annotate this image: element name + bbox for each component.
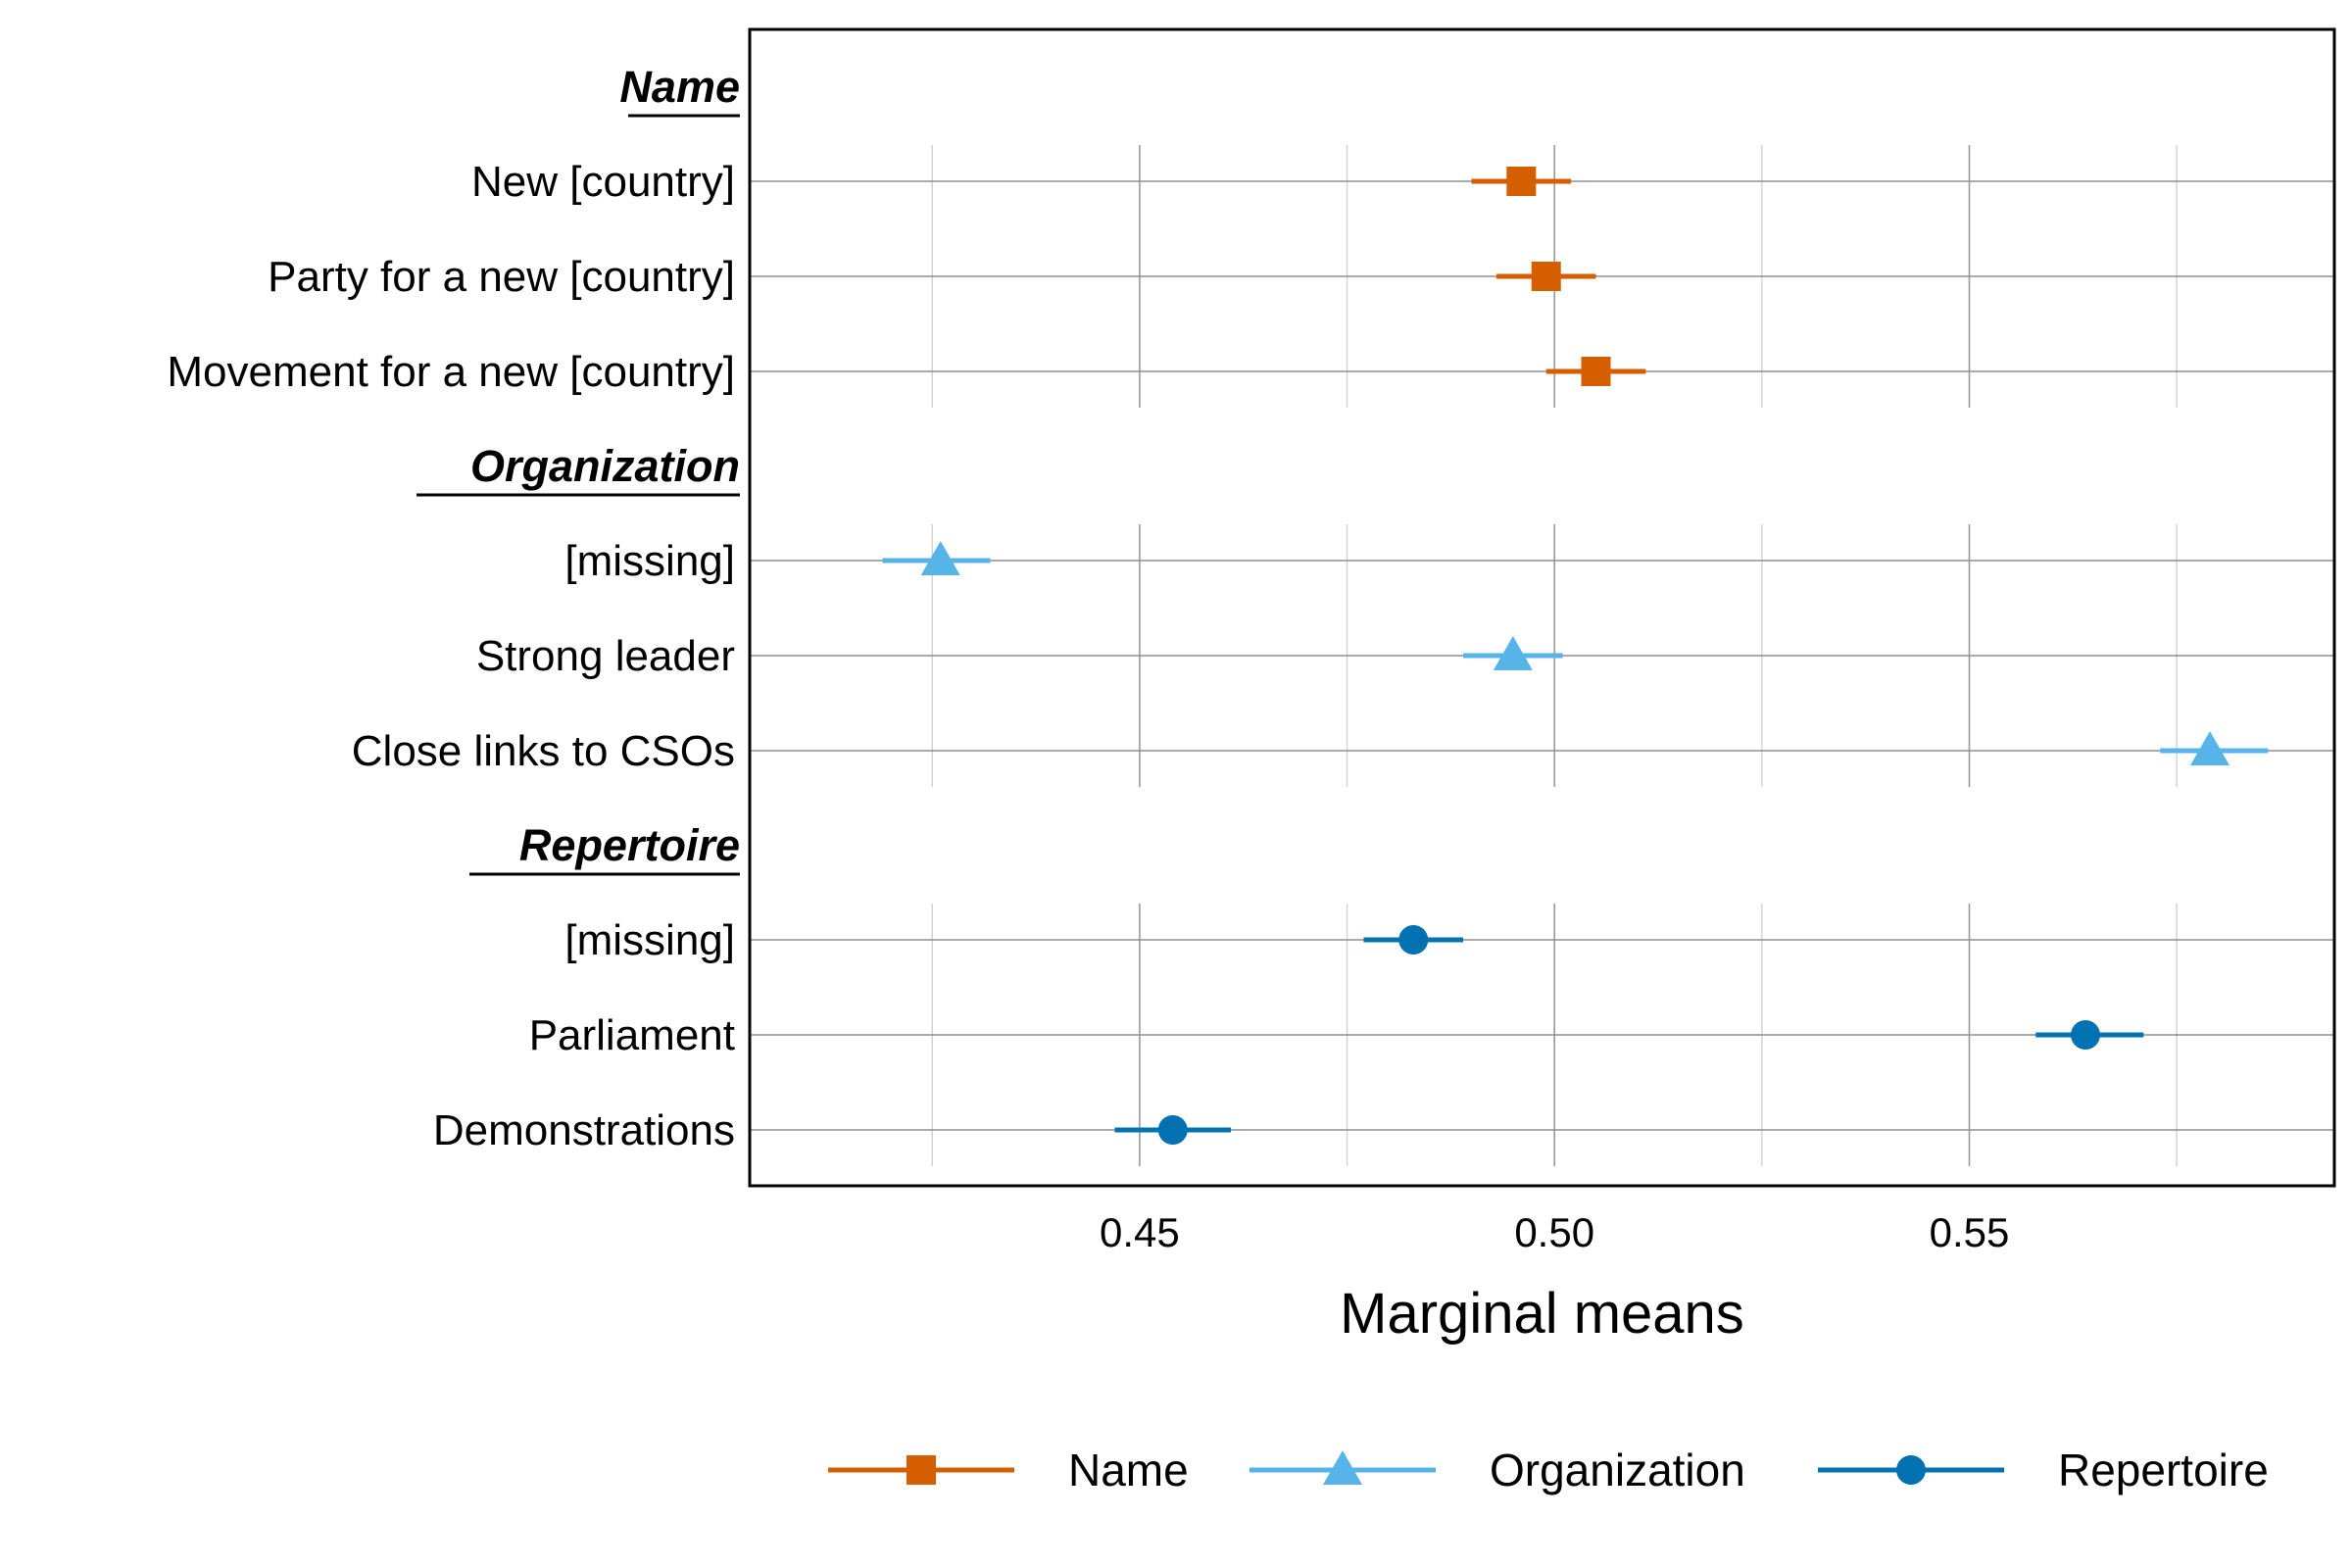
x-tick-label: 0.55 [1930,1209,2010,1255]
point-triangle [1493,636,1533,670]
point-circle [1157,1115,1188,1145]
legend-label-organization: Organization [1490,1445,1745,1495]
point-triangle [2190,731,2230,765]
row-label: [missing] [564,916,735,964]
point-square [1581,357,1611,386]
row-labels: Name New [country] Party for a new [countr… [167,62,740,1154]
group-label-repertoire: Repertoire [519,820,740,870]
legend: Name Organization Repertoire [828,1445,2269,1495]
row-label: Demonstrations [433,1106,735,1154]
row-label: Party for a new [country] [268,253,735,301]
row-label: Parliament [529,1011,735,1059]
row-label: New [country] [471,158,735,206]
plot-frame [748,27,2336,1188]
legend-triangle-icon [1323,1450,1362,1485]
point-square [1506,167,1537,196]
row-label: Strong leader [476,632,735,680]
x-axis-title: Marginal means [1340,1282,1744,1346]
group-label-organization: Organization [470,441,740,491]
row-label: Movement for a new [country] [167,348,735,396]
legend-square-icon [906,1455,936,1485]
point-circle [1398,925,1429,955]
x-tick-label: 0.50 [1514,1209,1594,1255]
row-label: Close links to CSOs [352,727,735,775]
point-square [1531,262,1561,291]
x-axis-ticks: 0.45 0.50 0.55 [1100,1209,2009,1255]
legend-circle-icon [1896,1455,1926,1485]
point-triangle [920,541,960,575]
legend-label-repertoire: Repertoire [2058,1445,2269,1495]
x-tick-label: 0.45 [1100,1209,1180,1255]
group-label-name: Name [619,62,740,112]
data-marks [882,167,2269,1145]
point-circle [2071,1020,2101,1050]
legend-label-name: Name [1068,1445,1189,1495]
row-label: [missing] [564,537,735,585]
